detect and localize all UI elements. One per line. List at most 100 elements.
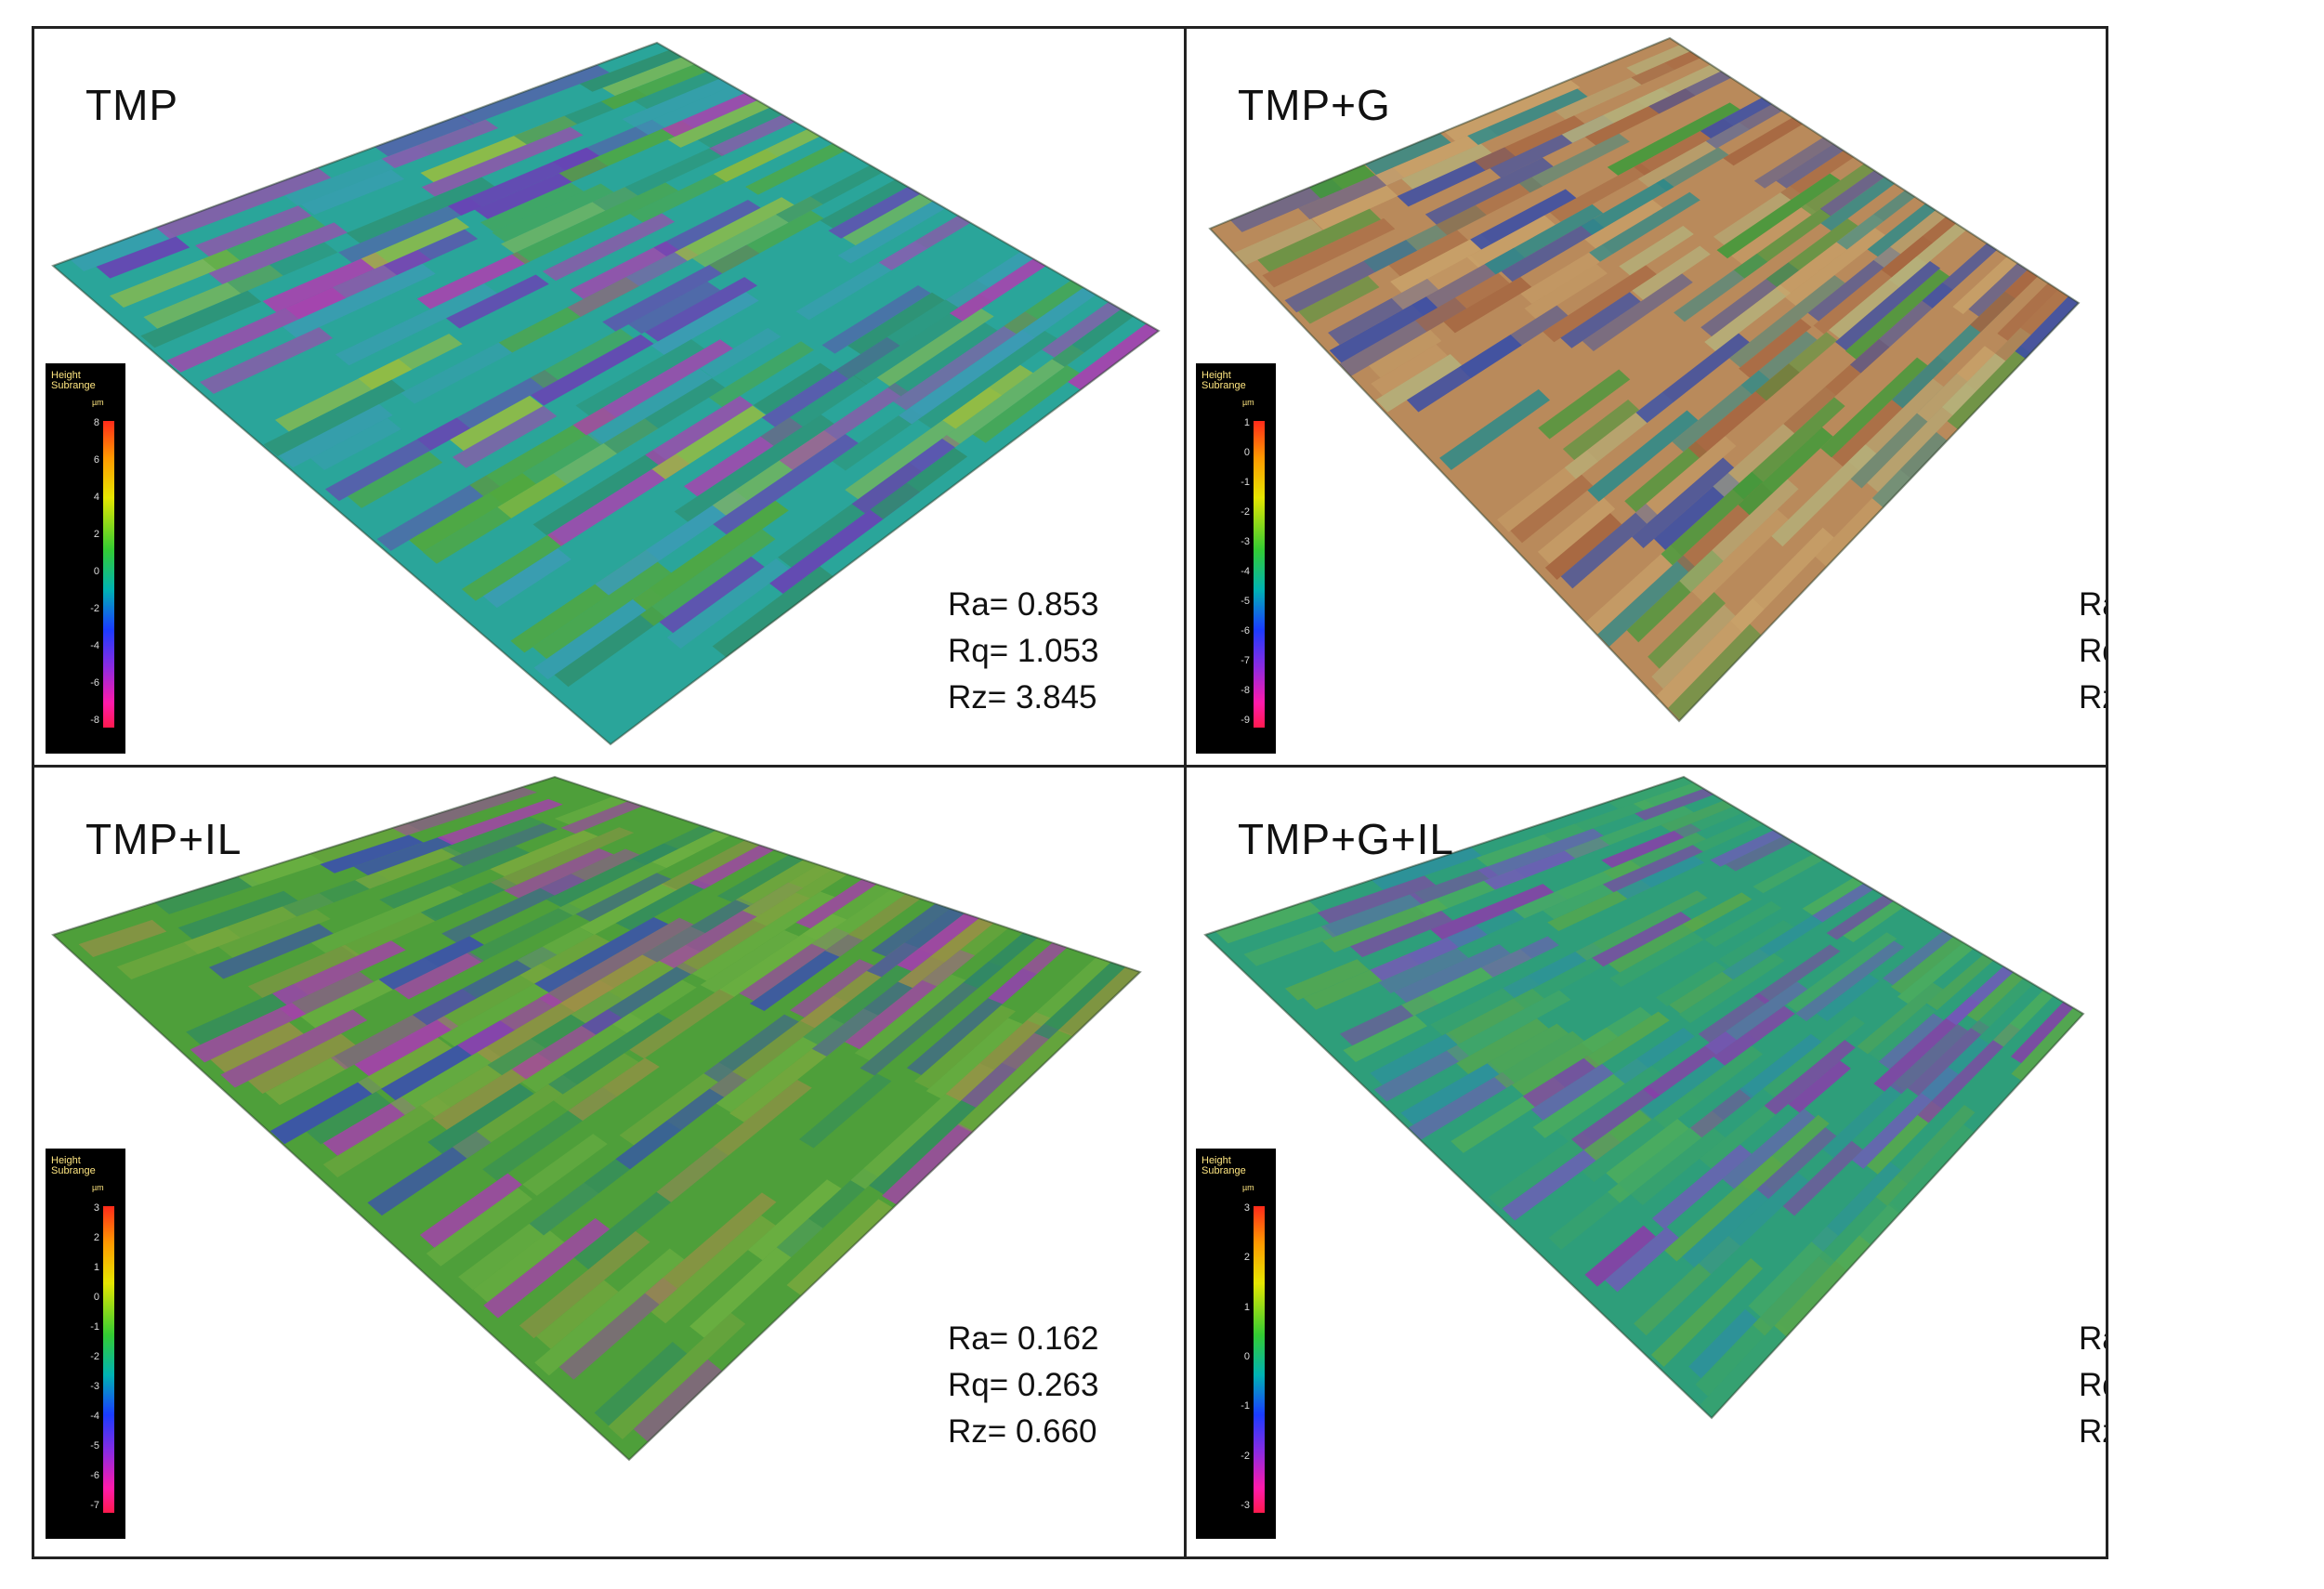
surface-streak [2010,1002,2074,1064]
colorbar-ticks: 8 6 4 2 0 -2 -4 -6 -8 [62,417,99,733]
colorbar-label: Height [51,1155,81,1166]
surface-streak [1548,1183,1631,1250]
surface-streak [1888,223,1966,288]
surface-streak [1656,147,1729,191]
surface-streak [511,182,679,264]
surface-streak [1537,497,1616,564]
surface-streak [712,566,834,658]
surface-streak [1487,1023,1569,1075]
colorbar-tick-label: 8 [93,417,99,428]
surface-streak [1740,1114,1830,1193]
surface-streak [416,252,531,309]
surface-streak [1699,1104,1778,1169]
surface-streak [1057,966,1140,1037]
colorbar-tick-label: -6 [90,1470,99,1481]
surface-streak [378,936,484,990]
surface-streak [457,992,563,1056]
surface-streak [662,93,757,138]
panel-title: TMP [85,81,179,129]
surface-streak [1556,1065,1663,1142]
surface-streak [667,100,770,148]
surface-streak [1631,51,1700,85]
surface-streak [437,964,556,1031]
surface-streak [615,1071,747,1170]
surface-streak [851,435,960,514]
surface-streak [587,368,713,445]
surface-streak [1562,400,1640,461]
surface-streak [1368,329,1442,378]
surface-streak [1564,806,1694,859]
surface-streak [615,879,711,931]
stat-ra: Ra= 0.042 [2079,1320,2106,1357]
surface-streak [1597,555,1695,647]
surface-streak [309,823,422,863]
surface-streak [1466,215,1556,269]
colorbar-tick-label: -6 [90,677,99,689]
surface-streak [644,277,758,342]
surface-streak [203,216,325,270]
surface-streak [1878,1013,1944,1070]
colorbar-tick-label: -4 [90,640,99,651]
surface-streak [348,451,443,508]
surface-streak [1992,990,2054,1047]
surface-streak [1632,457,1735,549]
surface-streak [1581,178,1674,235]
surface-streak [1375,353,1463,413]
surface-outline [51,41,1161,746]
surface-streak [1583,1109,1653,1162]
surface-streak [1373,1044,1469,1102]
colorbar-tick-label: -1 [1241,477,1250,488]
surface-streak [1835,1202,1902,1271]
surface-streak [760,374,868,446]
surface-streak [1584,199,1663,249]
surface-streak [452,405,558,468]
surface-streak [1704,284,1792,351]
surface-streak [265,1056,348,1106]
colorbar-tick-label: 0 [1243,1351,1250,1362]
surface-streak [1560,504,1658,589]
surface-streak [1849,282,1953,374]
surface-streak [346,177,495,243]
frame-top [32,26,2108,29]
surface-streak [713,129,821,182]
surface-streak [747,1179,842,1261]
surface-streak [1801,164,1874,216]
surface-streak [1575,890,1708,961]
surface-streak [1401,143,1492,190]
surface-streak [993,287,1096,359]
surface-streak [1311,185,1398,230]
surface-streak [674,414,834,522]
surface-streak [310,417,401,471]
surface-plot [1203,775,2085,1420]
surface-streak [1034,962,1126,1040]
colorbar-label: Subrange [51,1165,96,1176]
surface-streak [716,855,804,902]
surface-streak [1378,948,1469,993]
surface-streak [1262,217,1396,288]
surface-streak [552,119,665,171]
surface-streak [534,1248,685,1376]
surface-streak [1869,1005,1937,1061]
surface-streak [554,796,628,825]
surface-streak [742,864,834,917]
surface-streak [248,1033,356,1095]
surface-streak [78,919,167,958]
surface-streak [1388,230,1469,277]
surface-streak [1695,1317,1772,1397]
surface-streak [1635,333,1750,424]
surface-streak [1779,151,1854,201]
surface-streak [1843,900,1904,943]
surface-streak [1753,137,1833,189]
surface-streak [798,1073,892,1149]
surface-streak [1740,331,1818,395]
surface-streak [612,979,697,1033]
surface-streak [1755,332,1838,401]
surface-streak [532,561,672,660]
surface-streak [1443,276,1532,334]
surface-streak [602,57,695,97]
colorbar-tick-label: -2 [1241,506,1250,518]
surface-streak [452,1074,578,1159]
frame-right [2106,26,2108,1559]
surface-streak [1713,1005,1795,1066]
surface-streak [631,825,716,865]
